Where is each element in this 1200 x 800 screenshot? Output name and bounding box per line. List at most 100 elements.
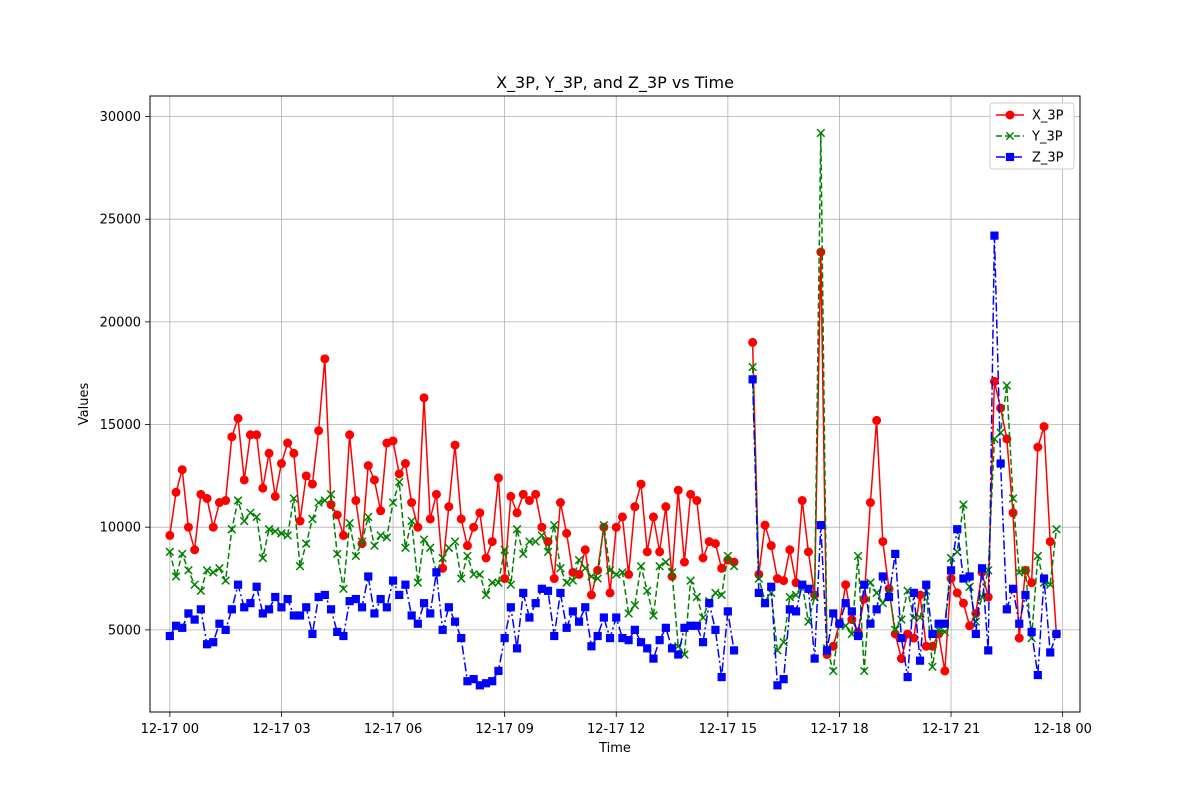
- y-tick-label: 5000: [108, 623, 141, 638]
- data-point: [661, 557, 671, 567]
- data-point: [705, 599, 714, 608]
- data-point: [494, 578, 503, 587]
- data-point: [903, 629, 913, 639]
- data-point: [512, 508, 522, 518]
- data-point: [444, 603, 453, 612]
- data-point: [562, 528, 572, 538]
- data-point: [797, 496, 807, 506]
- data-point: [1002, 381, 1012, 390]
- data-point: [748, 375, 757, 384]
- data-point: [469, 570, 478, 579]
- data-point: [549, 520, 559, 530]
- data-point: [971, 629, 980, 639]
- data-point: [785, 545, 795, 555]
- data-point: [165, 631, 174, 641]
- data-point: [649, 611, 658, 620]
- data-point: [463, 551, 472, 561]
- data-point: [345, 430, 355, 440]
- data-point: [593, 631, 602, 641]
- data-point: [351, 551, 361, 561]
- x-tick-label: 12-18 00: [1033, 722, 1091, 737]
- data-point: [1008, 494, 1018, 503]
- data-point: [903, 672, 912, 682]
- data-point: [456, 514, 466, 524]
- data-point: [550, 631, 559, 641]
- data-point: [859, 666, 869, 676]
- data-point: [252, 430, 262, 440]
- data-point: [209, 638, 218, 647]
- data-point: [841, 580, 851, 590]
- data-point: [556, 563, 565, 573]
- data-point: [295, 516, 305, 526]
- data-point: [277, 603, 286, 612]
- data-point: [587, 642, 596, 651]
- data-point: [184, 565, 193, 575]
- data-point: [320, 354, 330, 364]
- data-point: [246, 599, 255, 608]
- data-point: [531, 599, 540, 608]
- data-point: [252, 582, 261, 591]
- data-point: [872, 605, 881, 614]
- data-point: [221, 496, 231, 506]
- data-point: [493, 473, 503, 483]
- data-point: [779, 576, 789, 586]
- data-point: [1015, 619, 1024, 628]
- data-point: [525, 537, 534, 546]
- data-point: [642, 547, 652, 557]
- data-point: [574, 569, 584, 579]
- data-point: [593, 574, 602, 583]
- data-point: [698, 613, 708, 622]
- data-point: [407, 611, 416, 620]
- data-point: [574, 555, 584, 565]
- data-point: [624, 609, 633, 618]
- data-point: [829, 609, 838, 618]
- series-line: [751, 235, 1058, 688]
- data-point: [190, 615, 199, 624]
- data-point: [370, 609, 379, 618]
- data-point: [240, 603, 249, 612]
- data-point: [177, 465, 187, 475]
- data-point: [1027, 627, 1036, 637]
- data-point: [965, 582, 974, 592]
- data-point: [698, 638, 708, 647]
- data-point: [1046, 648, 1055, 657]
- data-point: [630, 625, 639, 634]
- data-point: [958, 598, 968, 608]
- data-point: [524, 496, 534, 506]
- y-axis-ticks: 5000 10000 15000 20000 25000 30000: [100, 110, 150, 638]
- data-point: [370, 541, 379, 551]
- data-point: [481, 590, 491, 600]
- data-point: [432, 568, 441, 577]
- data-point: [679, 557, 689, 567]
- data-point: [277, 529, 286, 538]
- data-point: [940, 619, 949, 628]
- data-point: [314, 426, 324, 436]
- data-point: [717, 563, 727, 573]
- data-point: [413, 522, 423, 532]
- data-point: [246, 508, 255, 518]
- data-point: [450, 440, 460, 450]
- data-point: [692, 621, 701, 630]
- data-point: [711, 588, 720, 598]
- data-point: [351, 496, 361, 506]
- data-point: [909, 588, 918, 598]
- data-point: [1052, 629, 1061, 639]
- data-point: [518, 489, 528, 499]
- legend-label: X_3P: [1032, 109, 1064, 124]
- data-point: [314, 498, 323, 507]
- data-point: [307, 479, 317, 489]
- data-point: [270, 526, 280, 536]
- data-point: [438, 553, 447, 563]
- data-point: [760, 599, 770, 608]
- data-point: [401, 543, 410, 553]
- data-point: [506, 603, 515, 612]
- data-point: [264, 605, 274, 614]
- data-point: [264, 524, 274, 534]
- data-point: [444, 502, 454, 512]
- data-point: [419, 535, 429, 544]
- data-point: [816, 247, 826, 257]
- data-point: [308, 629, 317, 639]
- data-point: [326, 490, 336, 499]
- data-point: [754, 588, 763, 598]
- data-point: [395, 590, 404, 600]
